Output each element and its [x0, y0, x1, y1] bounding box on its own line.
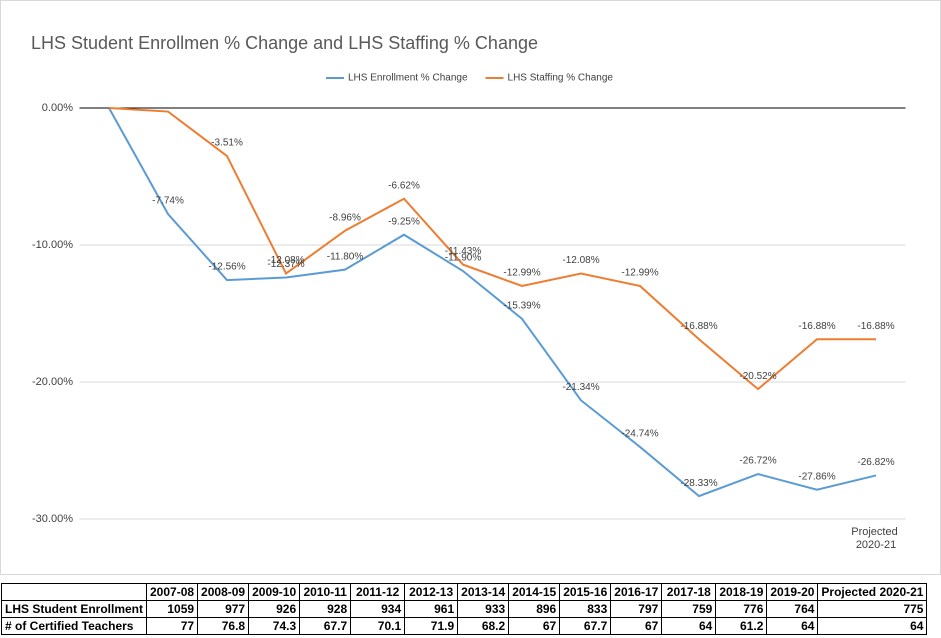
data-label: -12.99% — [503, 268, 540, 279]
table-row: LHS Student Enrollment 1059 977 926 928 934 96… — [1, 600, 928, 618]
chart-title: LHS Student Enrollmen % Change and LHS S… — [31, 33, 538, 53]
table-cell: 833 — [559, 600, 612, 618]
data-label: -7.74% — [152, 196, 184, 207]
data-label: -20.52% — [739, 371, 776, 382]
table-cell: 67 — [610, 617, 663, 635]
column-header: 2013-14 — [457, 583, 510, 601]
column-header: 2008-09 — [197, 583, 250, 601]
y-tick-label: -30.00% — [32, 513, 73, 525]
table-cell: 64 — [766, 617, 819, 635]
data-label: -11.90% — [445, 253, 482, 264]
table-cell: 977 — [197, 600, 250, 618]
table-cell: 67.7 — [559, 617, 612, 635]
table-row: # of Certified Teachers 77 76.8 74.3 67.7 70.… — [1, 617, 928, 635]
table-cell: 933 — [457, 600, 510, 618]
table-cell: 70.1 — [350, 617, 406, 635]
data-label: -8.96% — [329, 212, 361, 223]
table-cell: 67.7 — [299, 617, 352, 635]
data-label: -28.33% — [680, 478, 717, 489]
table-cell: 896 — [508, 600, 561, 618]
table-cell: 1059 — [145, 600, 199, 618]
table-cell: 77 — [145, 617, 199, 635]
data-label: -16.88% — [680, 321, 717, 332]
table-cell: 776 — [715, 600, 768, 618]
column-header: Projected 2020-21 — [817, 583, 928, 601]
header-row: 2007-08 2008-09 2009-10 2010-11 2011-12 2012-… — [1, 583, 928, 601]
data-label: -11.43% — [445, 246, 482, 257]
column-header: 2014-15 — [508, 583, 561, 601]
legend-label: LHS Enrollment % Change — [348, 73, 468, 84]
data-label: -26.72% — [739, 456, 776, 467]
data-label: -12.99% — [621, 268, 658, 279]
data-label: -27.86% — [798, 471, 835, 482]
corner-cell — [1, 583, 147, 601]
data-label: -12.37% — [267, 259, 304, 270]
column-header: 2017-18 — [661, 583, 717, 601]
row-label: # of Certified Teachers — [1, 617, 147, 635]
y-tick-label: -10.00% — [32, 239, 73, 251]
table-cell: 926 — [248, 600, 301, 618]
y-tick-label: -20.00% — [32, 376, 73, 388]
x-tick-label: Projected 2020-21 — [851, 526, 901, 551]
table-cell: 64 — [817, 617, 928, 635]
column-header: 2007-08 — [145, 583, 199, 601]
data-label: -12.08% — [267, 255, 304, 266]
table-cell: 64 — [661, 617, 717, 635]
chart-area: LHS Student Enrollmen % Change and LHS S… — [0, 0, 941, 575]
column-header: 2011-12 — [350, 583, 406, 601]
table-cell: 928 — [299, 600, 352, 618]
table-cell: 76.8 — [197, 617, 250, 635]
table-cell: 68.2 — [457, 617, 510, 635]
y-tick-label: 0.00% — [42, 102, 73, 114]
table-cell: 797 — [610, 600, 663, 618]
series-line — [108, 107, 876, 391]
data-label: -6.62% — [388, 180, 420, 191]
table-cell: 934 — [350, 600, 406, 618]
column-header: 2012-13 — [404, 583, 459, 601]
data-label: -21.34% — [562, 382, 599, 393]
data-table: 2007-08 2008-09 2009-10 2010-11 2011-12 2012-… — [1, 583, 928, 635]
table-cell: 74.3 — [248, 617, 301, 635]
data-label: -11.80% — [327, 251, 364, 262]
column-header: 2015-16 — [559, 583, 612, 601]
row-label: LHS Student Enrollment — [1, 600, 147, 618]
data-label: -15.39% — [503, 300, 540, 311]
column-header: 2009-10 — [248, 583, 301, 601]
data-label: -12.56% — [208, 262, 245, 273]
table-cell: 67 — [508, 617, 561, 635]
table-cell: 764 — [766, 600, 819, 618]
data-label: -24.74% — [621, 429, 658, 440]
column-header: 2016-17 — [610, 583, 663, 601]
series-line — [108, 107, 877, 498]
chart: LHS Student Enrollmen % Change and LHS S… — [31, 33, 906, 551]
table-cell: 759 — [661, 600, 717, 618]
column-header: 2010-11 — [299, 583, 352, 601]
data-label: -9.25% — [388, 216, 420, 227]
data-label: -16.88% — [857, 321, 894, 332]
data-label: -12.08% — [562, 255, 599, 266]
column-header: 2019-20 — [766, 583, 819, 601]
column-header: 2018-19 — [715, 583, 768, 601]
table-cell: 775 — [817, 600, 928, 618]
table-cell: 61.2 — [715, 617, 768, 635]
legend-label: LHS Staffing % Change — [508, 73, 614, 84]
data-label: -26.82% — [857, 457, 894, 468]
data-label: -16.88% — [798, 321, 835, 332]
table-cell: 71.9 — [404, 617, 459, 635]
data-label: -3.51% — [211, 138, 243, 149]
table-cell: 961 — [404, 600, 459, 618]
